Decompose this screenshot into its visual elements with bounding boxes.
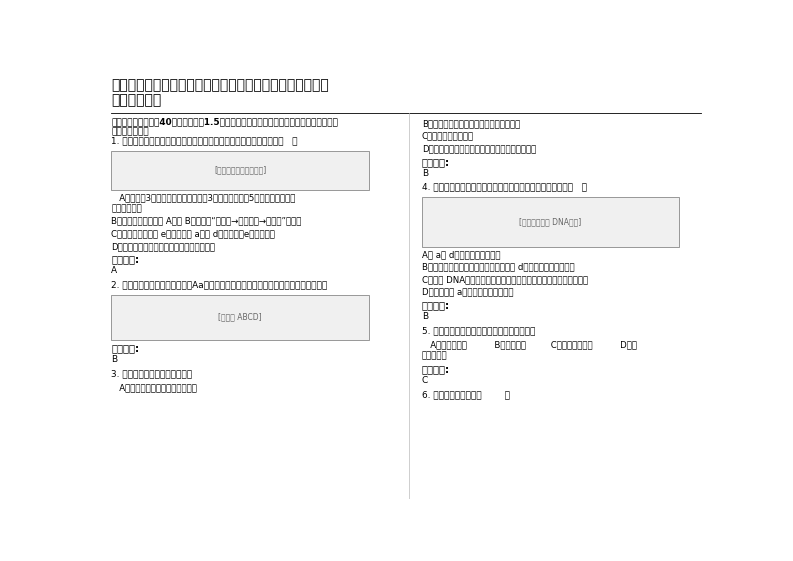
Text: [曲线图 ABCD]: [曲线图 ABCD] xyxy=(218,312,262,321)
Text: C．若切断乙图中的 e点，刷则激 a点后 d点会兴奋，e点不会兴奋: C．若切断乙图中的 e点，刷则激 a点后 d点会兴奋，e点不会兴奋 xyxy=(111,229,275,238)
FancyBboxPatch shape xyxy=(111,295,369,340)
Text: D．甲图所示的结构实际上在乙图示中有很多: D．甲图所示的结构实际上在乙图示中有很多 xyxy=(111,242,216,251)
Text: 参考答案:: 参考答案: xyxy=(111,343,140,353)
Text: 2. 下列曲线能正确表示杂合子（Aa）连续自交若干代，子代中显性纯合子所占比例的是: 2. 下列曲线能正确表示杂合子（Aa）连续自交若干代，子代中显性纯合子所占比例的… xyxy=(111,280,328,289)
Text: B．甲图中神经冲动从 A传至 B，要发生“电信号→化学信号→电信号”的转变: B．甲图中神经冲动从 A传至 B，要发生“电信号→化学信号→电信号”的转变 xyxy=(111,217,302,226)
Text: 体、下丘脑: 体、下丘脑 xyxy=(422,352,447,361)
Text: B: B xyxy=(422,169,428,178)
Text: 3. 有关基因工程的叙述正确的是: 3. 有关基因工程的叙述正确的是 xyxy=(111,369,193,378)
Text: B．通过反转录法获得的真核生物细胞的 d由外显子和内含子组成: B．通过反转录法获得的真核生物细胞的 d由外显子和内含子组成 xyxy=(422,263,574,272)
Text: 4. 下列是一种生物技术，对此技术过程的说法，错误的是：（   ）: 4. 下列是一种生物技术，对此技术过程的说法，错误的是：（ ） xyxy=(422,183,587,192)
Text: D．最常用的 a存在于大肠杆菌细胞中: D．最常用的 a存在于大肠杆菌细胞中 xyxy=(422,288,513,297)
Text: B: B xyxy=(422,312,428,321)
Text: 省直辖县级行政区划潜江市章华高级中学高二生物上学期期: 省直辖县级行政区划潜江市章华高级中学高二生物上学期期 xyxy=(111,78,329,92)
Text: [基因工程重组 DNA图示]: [基因工程重组 DNA图示] xyxy=(519,217,581,226)
Text: 1. 下列图中甲是突触结构，乙是反射弧模式图，有关说法不正确的是（   ）: 1. 下列图中甲是突触结构，乙是反射弧模式图，有关说法不正确的是（ ） xyxy=(111,136,298,145)
Text: 参考答案:: 参考答案: xyxy=(111,254,140,264)
Text: [突触结构与反射弧图示]: [突触结构与反射弧图示] xyxy=(214,165,266,174)
Text: A．均为下丘脑          B．均为垂体         C．下丘脑、垂体          D．垂: A．均为下丘脑 B．均为垂体 C．下丘脑、垂体 D．垂 xyxy=(422,341,637,350)
FancyBboxPatch shape xyxy=(111,151,369,190)
Text: D．相同黏性末端只是通过碌基对的配对而连接的: D．相同黏性末端只是通过碌基对的配对而连接的 xyxy=(422,144,536,153)
Text: C: C xyxy=(422,376,428,385)
Text: 一、选择题（本题內40小题，每小题1.5分，在每小题给出的四个选项中，只有一项是符合: 一、选择题（本题內40小题，每小题1.5分，在每小题给出的四个选项中，只有一项是… xyxy=(111,117,339,126)
Text: A: A xyxy=(111,266,117,275)
Text: 参考答案:: 参考答案: xyxy=(422,300,450,310)
Text: A．甲图中3的形成与高尔基体有关，3的内容物释放臵5中主要借助生物膜: A．甲图中3的形成与高尔基体有关，3的内容物释放臵5中主要借助生物膜 xyxy=(111,193,296,202)
Text: 的选择透过性: 的选择透过性 xyxy=(111,204,142,213)
Text: 题目要求的。）: 题目要求的。） xyxy=(111,127,149,136)
Text: 参考答案:: 参考答案: xyxy=(422,157,450,167)
Text: C．质粒都可作为载体: C．质粒都可作为载体 xyxy=(422,132,474,141)
Text: 参考答案:: 参考答案: xyxy=(422,364,450,374)
Text: B．蛋白质的结构为合成目的基因提供资料: B．蛋白质的结构为合成目的基因提供资料 xyxy=(422,119,520,128)
Text: A． a和 d的切割需用同一种酶: A． a和 d的切割需用同一种酶 xyxy=(422,250,500,259)
Text: 末试卷含解析: 末试卷含解析 xyxy=(111,93,162,107)
Text: C．重组 DNA转移至受体细胞，主要借藉细菌或病毒侵染细胞的途径: C．重组 DNA转移至受体细胞，主要借藉细菌或病毒侵染细胞的途径 xyxy=(422,275,588,284)
Text: 5. 抗利尿激素的分泌和释放的部位依次是（）: 5. 抗利尿激素的分泌和释放的部位依次是（） xyxy=(422,326,535,335)
Text: B: B xyxy=(111,356,117,365)
Text: A．限制酶只在获得目的基因时用: A．限制酶只在获得目的基因时用 xyxy=(111,384,197,393)
Text: 6. 基因工程的核心是（        ）: 6. 基因工程的核心是（ ） xyxy=(422,390,510,399)
FancyBboxPatch shape xyxy=(422,197,679,247)
